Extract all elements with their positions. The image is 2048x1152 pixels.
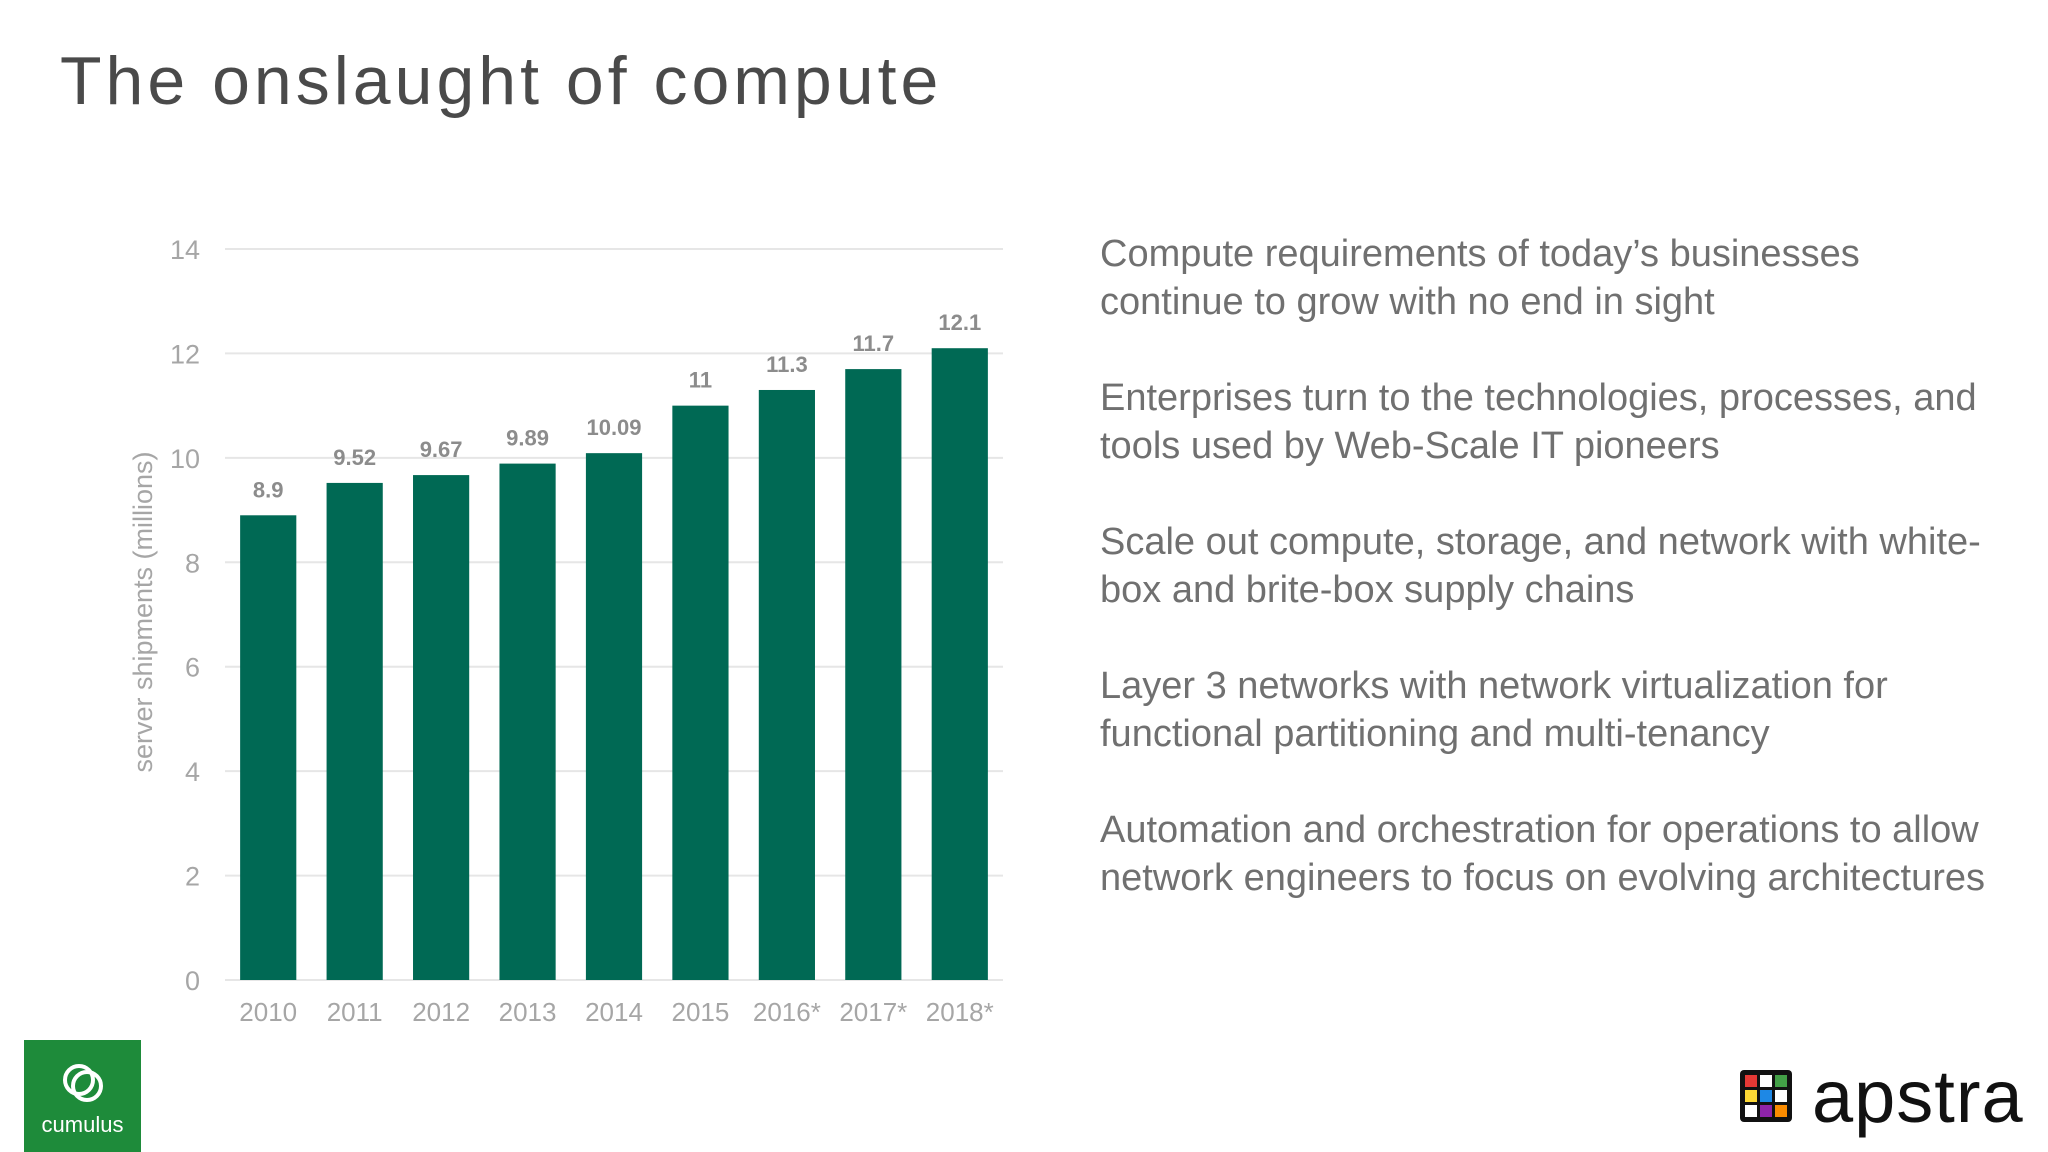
bars xyxy=(240,348,988,981)
data-label: 11 xyxy=(689,368,712,393)
apstra-wordmark: apstra xyxy=(1812,1055,2024,1138)
cumulus-logo: cumulus xyxy=(24,1040,141,1152)
bullet-item: Scale out compute, storage, and network … xyxy=(1100,521,1981,611)
bar xyxy=(326,482,383,980)
y-tick-label: 8 xyxy=(185,548,200,578)
x-tick-label: 2013 xyxy=(499,997,557,1027)
data-label: 11.3 xyxy=(766,352,808,377)
y-tick-label: 0 xyxy=(185,966,200,996)
y-axis-ticks: 0 2 4 6 8 10 12 14 xyxy=(170,235,200,996)
data-labels: 8.9 9.52 9.67 9.89 10.09 11 11.3 11.7 12.1 xyxy=(253,310,981,502)
y-axis-label: server shipments (millions) xyxy=(128,451,158,772)
data-label: 10.09 xyxy=(586,415,641,440)
bar xyxy=(240,515,297,980)
bar xyxy=(499,463,556,980)
data-label: 12.1 xyxy=(938,310,981,335)
bullet-item: Automation and orchestration for operati… xyxy=(1100,809,1986,899)
x-tick-label: 2016* xyxy=(753,997,821,1027)
cumulus-wordmark: cumulus xyxy=(41,1112,124,1137)
apstra-logo: apstra xyxy=(1740,1055,2030,1138)
x-tick-label: 2011 xyxy=(327,997,383,1027)
y-tick-label: 2 xyxy=(185,862,200,892)
slide-title: The onslaught of compute xyxy=(60,43,943,119)
bar xyxy=(758,389,815,980)
bullet-item: Enterprises turn to the technologies, pr… xyxy=(1100,377,1977,467)
bullet-item: Compute requirements of today’s business… xyxy=(1100,233,1860,323)
y-tick-label: 12 xyxy=(170,339,200,369)
bar xyxy=(585,453,643,981)
x-tick-label: 2014 xyxy=(585,997,643,1027)
x-tick-label: 2015 xyxy=(672,997,730,1027)
y-tick-label: 6 xyxy=(185,653,200,683)
cumulus-rings-icon xyxy=(24,1058,141,1111)
bar xyxy=(672,405,729,981)
bar xyxy=(845,369,902,980)
bullet-list: Compute requirements of today’s business… xyxy=(1100,230,2000,950)
x-axis-ticks: 2010 2011 2012 2013 2014 2015 2016* 2017* 2018* xyxy=(239,997,993,1027)
data-label: 9.52 xyxy=(333,445,376,470)
y-tick-label: 10 xyxy=(170,444,200,474)
bar xyxy=(931,348,988,980)
x-tick-label: 2018* xyxy=(926,997,994,1027)
bar xyxy=(413,475,470,980)
data-label: 9.89 xyxy=(506,426,549,451)
data-label: 8.9 xyxy=(253,477,284,502)
bullet-item: Layer 3 networks with network virtualiza… xyxy=(1100,665,1888,755)
data-label: 11.7 xyxy=(853,331,895,356)
y-tick-label: 14 xyxy=(170,235,200,265)
data-label: 9.67 xyxy=(420,437,463,462)
y-tick-label: 4 xyxy=(185,757,200,787)
apstra-grid-icon xyxy=(1740,1070,1792,1122)
x-tick-label: 2017* xyxy=(839,997,907,1027)
x-tick-label: 2012 xyxy=(412,997,470,1027)
x-tick-label: 2010 xyxy=(239,997,297,1027)
